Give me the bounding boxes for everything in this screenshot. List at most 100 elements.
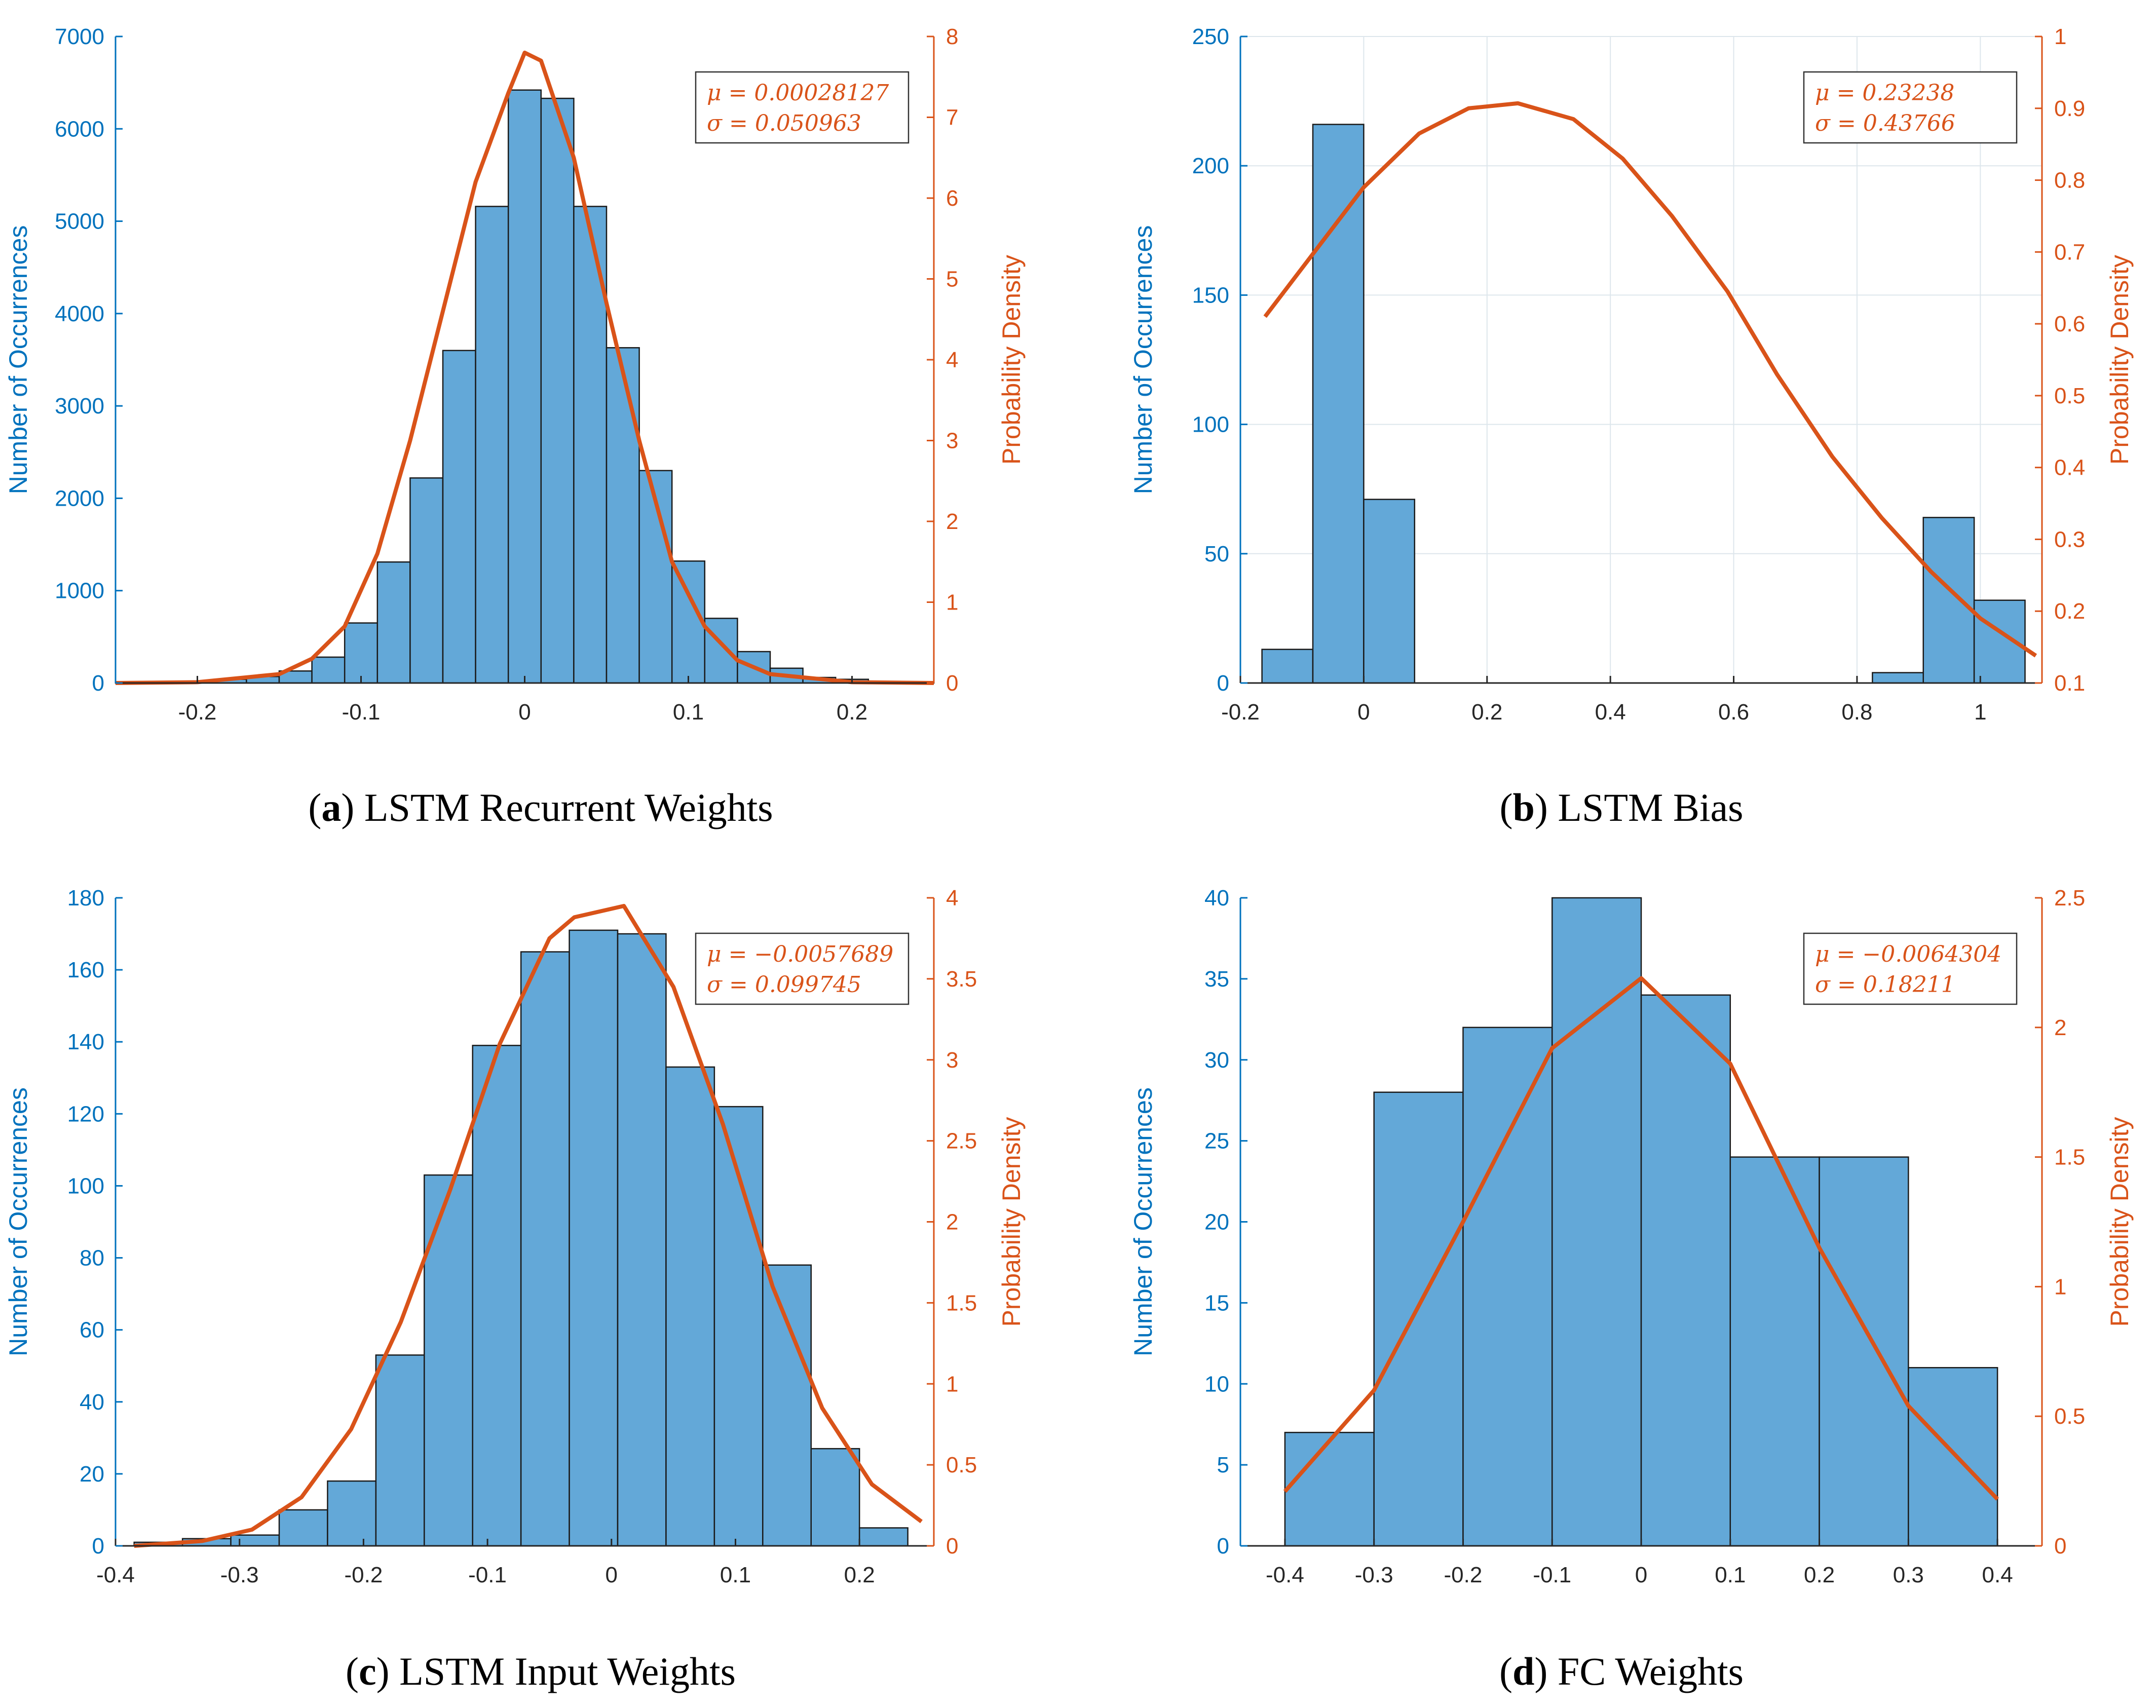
x-tick-label: 0.2 — [837, 700, 867, 725]
bar-5 — [1729, 1156, 1820, 1547]
caption-letter: b — [1512, 785, 1534, 829]
bar-15 — [606, 347, 640, 684]
y2-tick-label: 0 — [2054, 1534, 2066, 1559]
bar-10 — [442, 350, 476, 684]
y-tick-label: 180 — [67, 886, 104, 910]
y2-tick-label: 6 — [946, 186, 958, 211]
y-axis-label: Number of Occurrences — [4, 1087, 32, 1356]
bar-15 — [858, 1527, 909, 1547]
y2-tick-label: 0.7 — [2054, 240, 2085, 264]
y-ticks-left: 0 20 40 60 80 100 120 140 160 180 — [67, 886, 123, 1559]
y2-tick-label: 1 — [946, 1372, 958, 1396]
pdf-line — [1263, 101, 2037, 658]
caption-close-paren: ) — [341, 785, 364, 829]
x-tick-label: -0.1 — [342, 700, 381, 725]
x-tick-label: -0.4 — [96, 1563, 135, 1587]
bar-4 — [327, 1480, 377, 1547]
bar-1 — [1312, 124, 1365, 684]
y2-tick-label: 2.5 — [946, 1129, 977, 1154]
pdf-line — [1283, 976, 1999, 1501]
bar-6 — [1819, 1156, 1909, 1547]
x-tick-label: -0.2 — [1221, 700, 1260, 725]
y2-axis-label: Probability Density — [2105, 255, 2134, 465]
bar-7 — [472, 1045, 522, 1547]
bar-9 — [409, 477, 444, 684]
legend-mu: μ = −0.0064304 — [1815, 941, 2001, 967]
caption-letter: d — [1512, 1649, 1534, 1693]
pdf-line — [134, 903, 923, 1548]
bar-13 — [1922, 517, 1975, 684]
legend-sigma: σ = 0.050963 — [707, 110, 861, 136]
y2-tick-label: 2 — [2054, 1015, 2066, 1040]
y2-tick-label: 0 — [946, 671, 958, 696]
y-tick-label: 50 — [1204, 542, 1229, 566]
y2-tick-label: 0.4 — [2054, 456, 2085, 480]
y-tick-label: 100 — [67, 1173, 104, 1198]
caption-open-paren: ( — [1499, 785, 1512, 829]
legend: μ = 0.00028127 σ = 0.050963 — [695, 71, 910, 144]
x-tick-label: 0.4 — [1595, 700, 1626, 725]
y-tick-label: 5000 — [55, 209, 104, 234]
y-tick-label: 150 — [1192, 283, 1229, 308]
y-tick-label: 35 — [1204, 967, 1229, 992]
y-tick-label: 250 — [1192, 24, 1229, 49]
x-ticks: -0.4 -0.3 -0.2 -0.1 0 0.1 0.2 0.3 0.4 — [1266, 1539, 2013, 1587]
y-tick-label: 5 — [1217, 1453, 1229, 1477]
y-tick-label: 30 — [1204, 1048, 1229, 1073]
y-tick-label: 140 — [67, 1030, 104, 1054]
histogram-bars — [133, 929, 909, 1547]
y2-tick-label: 2.5 — [2054, 886, 2085, 910]
y-tick-label: 1000 — [55, 579, 104, 603]
y-tick-label: 15 — [1204, 1291, 1229, 1315]
panel-caption: (c) LSTM Input Weights — [346, 1649, 736, 1693]
caption-title: FC Weights — [1558, 1649, 1744, 1693]
x-ticks: -0.2 0 0.2 0.4 0.6 0.8 1 — [1221, 676, 1987, 725]
y2-tick-label: 0.3 — [2054, 527, 2085, 552]
y-ticks-right: 0.1 0.2 0.3 0.4 0.5 0.6 0.7 0.8 0.9 1 — [2035, 24, 2085, 696]
bar-17 — [671, 560, 706, 684]
x-tick-label: 0.8 — [1841, 700, 1872, 725]
x-tick-label: 0.6 — [1718, 700, 1749, 725]
y2-tick-label: 1 — [2054, 24, 2066, 49]
y-tick-label: 40 — [80, 1390, 104, 1415]
legend-sigma: σ = 0.43766 — [1815, 110, 1955, 136]
y2-tick-label: 5 — [946, 267, 958, 292]
caption-letter: c — [359, 1649, 376, 1693]
caption-close-paren: ) — [1535, 785, 1558, 829]
bar-13 — [540, 97, 575, 684]
x-tick-label: -0.2 — [344, 1563, 383, 1587]
caption-open-paren: ( — [346, 1649, 359, 1693]
y-tick-label: 25 — [1204, 1129, 1229, 1154]
y-tick-label: 40 — [1204, 886, 1229, 910]
y2-axis-label: Probability Density — [2105, 1117, 2134, 1326]
y2-axis-label: Probability Density — [997, 255, 1026, 465]
panel-c: -0.4 -0.3 -0.2 -0.1 0 0.1 0.202040608010012014… — [4, 886, 1026, 1693]
panel-a: -0.2 -0.1 0 0.1 0.2 0 1000 2000 3000 4000 5000 6000… — [4, 24, 1026, 829]
y2-tick-label: 1 — [2054, 1274, 2066, 1299]
x-tick-label: 0.1 — [673, 700, 704, 725]
x-tick-label: 0.4 — [1982, 1563, 2013, 1587]
legend-box — [1803, 932, 2018, 1005]
y-tick-label: 0 — [1217, 1534, 1229, 1559]
y2-tick-label: 0.5 — [2054, 1404, 2085, 1429]
y2-tick-label: 0.5 — [2054, 384, 2085, 408]
panel-caption: (a) LSTM Recurrent Weights — [308, 785, 773, 829]
x-tick-label: -0.2 — [1444, 1563, 1483, 1587]
x-tick-label: 0.2 — [1471, 700, 1502, 725]
x-tick-label: 1 — [1974, 700, 1986, 725]
y-ticks-left: 0 5 10 15 20 25 30 35 40 — [1204, 886, 1247, 1559]
caption-close-paren: ) — [1534, 1649, 1557, 1693]
y2-tick-label: 3 — [946, 1048, 958, 1073]
legend-box — [695, 71, 910, 144]
bar-11 — [475, 206, 509, 684]
y2-tick-label: 0.9 — [2054, 96, 2085, 121]
x-tick-label: 0 — [1635, 1563, 1647, 1587]
y-tick-label: 0 — [1217, 671, 1229, 696]
y2-tick-label: 0.1 — [2054, 671, 2085, 696]
legend-mu: μ = 0.23238 — [1815, 80, 1954, 106]
bar-18 — [704, 618, 738, 684]
y2-tick-label: 0.6 — [2054, 312, 2085, 336]
y-ticks-left: 0 50 100 150 200 250 — [1192, 24, 1247, 696]
x-tick-label: 0.2 — [844, 1563, 875, 1587]
